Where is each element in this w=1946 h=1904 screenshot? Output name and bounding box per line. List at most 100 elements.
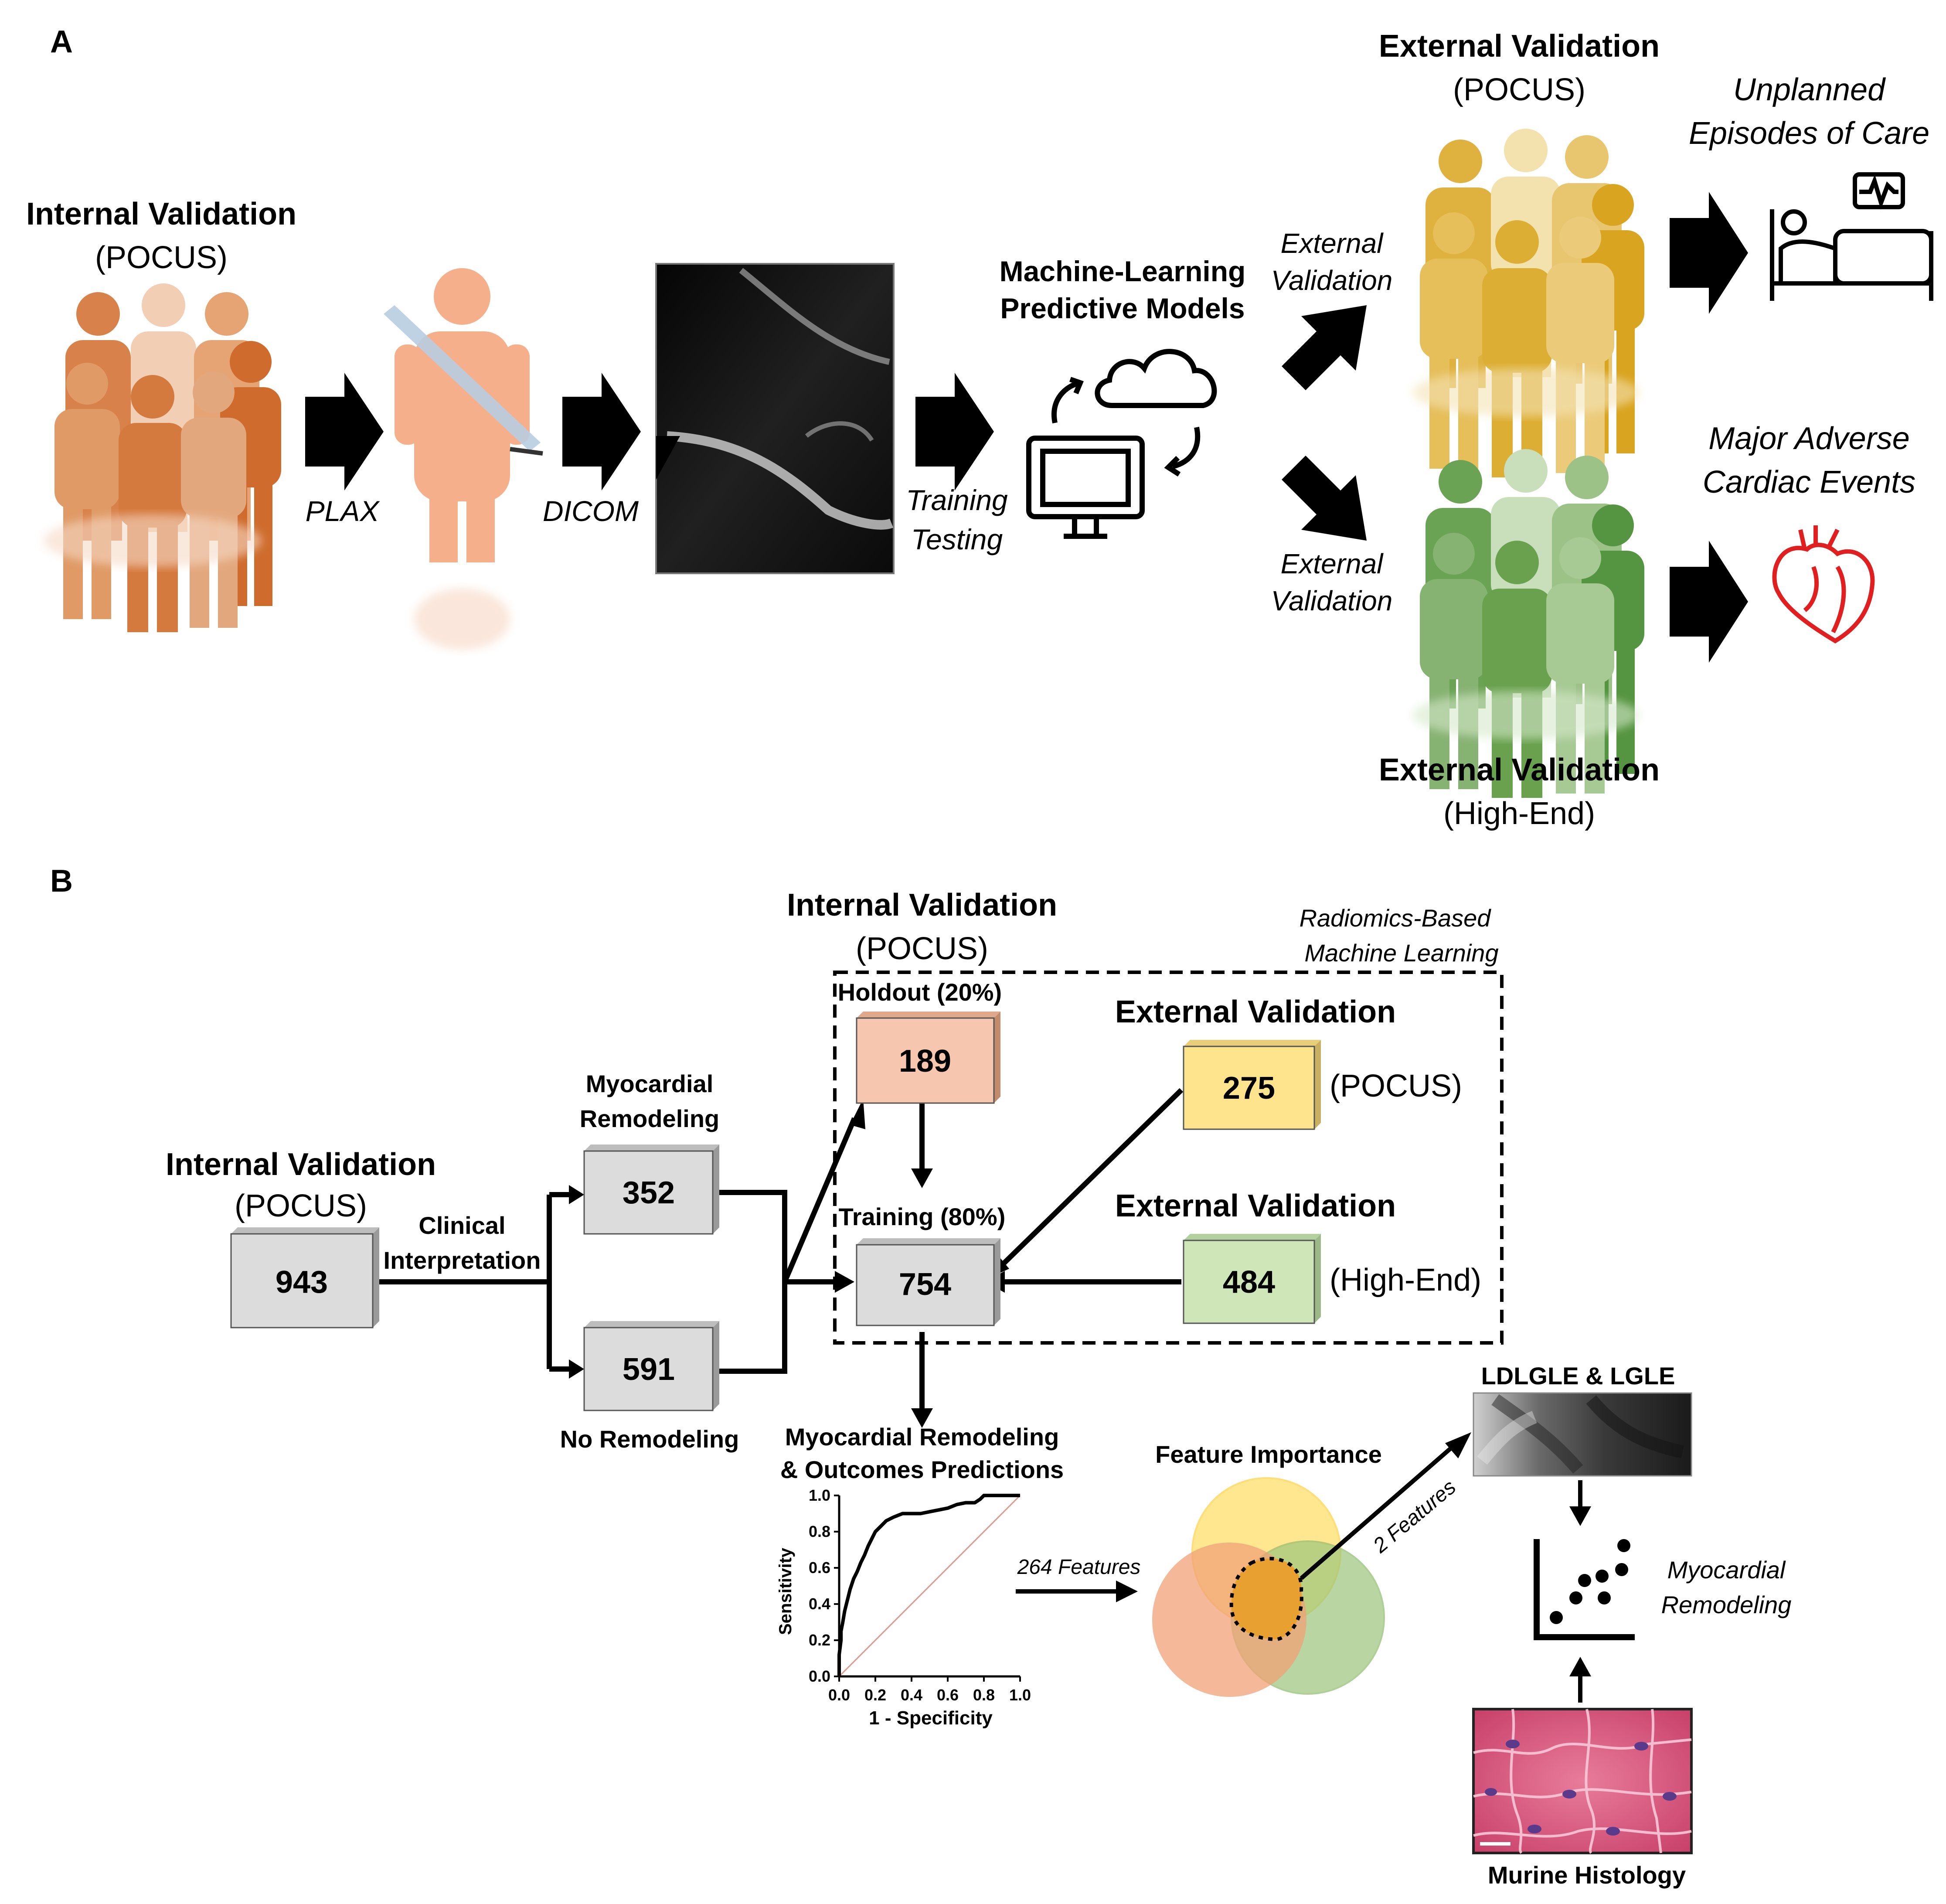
box-943: 943 — [230, 1227, 379, 1328]
clinical-label-1: Clinical — [418, 1212, 505, 1239]
roc-y-tick-label: 1.0 — [809, 1486, 830, 1504]
ultrasound-image — [655, 263, 895, 574]
outcome1-line2: Episodes of Care — [1689, 116, 1929, 151]
ext-high-title: External Validation — [1379, 753, 1660, 787]
panel-letter-a: A — [50, 24, 73, 59]
training-label: Training — [906, 484, 1008, 516]
b-top-internal-sub: (POCUS) — [856, 931, 988, 966]
ext-pocus-title: External Validation — [1379, 29, 1660, 64]
features-2-label: 2 Features — [1368, 1475, 1460, 1558]
roc-x-tick-label: 1.0 — [1009, 1686, 1031, 1704]
roc-y-tick-label: 0.0 — [809, 1667, 830, 1685]
radiomics-dashed-box — [833, 971, 1504, 1345]
arrow-down-right-icon — [1282, 456, 1367, 541]
histology-label: Murine Histology — [1488, 1861, 1686, 1889]
roc-x-tick-label: 0.6 — [937, 1686, 959, 1704]
arrow-plax-icon — [305, 373, 384, 490]
box-352: 352 — [583, 1144, 719, 1235]
n-ext-pocus: 275 — [1223, 1071, 1275, 1106]
clinical-label-2: Interpretation — [384, 1247, 541, 1274]
remodel-label-2: Remodeling — [580, 1105, 719, 1132]
ldlgle-label: LDLGLE & LGLE — [1481, 1362, 1675, 1390]
roc-y-tick-label: 0.8 — [809, 1523, 830, 1540]
roc-x-tick-label: 0.2 — [864, 1686, 886, 1704]
b-internal-title: Internal Validation — [166, 1147, 436, 1182]
external-pocus-crowd-icon — [1412, 129, 1644, 477]
ml-models-title-2: Predictive Models — [1000, 292, 1245, 324]
connectors-b — [379, 1088, 1184, 1408]
hospital-bed-icon — [1770, 172, 1933, 301]
arrow-outcome1-icon — [1670, 192, 1748, 314]
ext-high-tag: (High-End) — [1330, 1263, 1481, 1298]
n-holdout: 189 — [899, 1044, 951, 1079]
outcome2-line1: Major Adverse — [1708, 421, 1910, 456]
ext-arrow-top-label-2: Validation — [1271, 265, 1393, 296]
n-remodel: 352 — [623, 1175, 675, 1210]
ext-title-1: External Validation — [1115, 995, 1396, 1029]
arrow-264-head — [1116, 1580, 1138, 1602]
n-ext-high: 484 — [1223, 1265, 1275, 1300]
ext-title-2: External Validation — [1115, 1189, 1396, 1223]
roc-x-tick-label: 0.0 — [828, 1686, 850, 1704]
roc-chart: Sensitivity 1 - Specificity 0.0 0.2 0.4 0.6… — [776, 1486, 1031, 1729]
b-internal-sub: (POCUS) — [235, 1189, 367, 1223]
pred-label-2: & Outcomes Predictions — [780, 1456, 1064, 1483]
roc-x-tick-label: 0.8 — [973, 1686, 995, 1704]
roc-reference-line — [838, 1495, 1021, 1677]
ml-models-title-1: Machine-Learning — [1000, 255, 1246, 287]
patient-probe-icon — [384, 268, 543, 650]
heart-icon — [1772, 525, 1875, 644]
ldlgle-texture-image — [1473, 1392, 1692, 1477]
feature-importance-label: Feature Importance — [1155, 1441, 1382, 1468]
arrow-up-right-icon — [1282, 305, 1367, 390]
no-remodel-label: No Remodeling — [560, 1425, 739, 1453]
n-no-remodel: 591 — [623, 1352, 675, 1387]
n-total: 943 — [276, 1265, 328, 1300]
n-training: 754 — [899, 1267, 951, 1302]
arrow-2features-line — [1300, 1446, 1453, 1580]
pred-label-1: Myocardial Remodeling — [785, 1423, 1059, 1451]
arrow-down-ldl-head — [1569, 1506, 1591, 1526]
roc-curve — [837, 1494, 1020, 1676]
outcome1-line1: Unplanned — [1733, 72, 1886, 107]
roc-y-tick-label: 0.6 — [809, 1559, 830, 1577]
ext-arrow-bot-label-2: Validation — [1271, 585, 1393, 617]
arrow-up-histo-head — [1569, 1657, 1591, 1676]
box-484: 484 — [1183, 1234, 1321, 1324]
computer-cloud-icon — [1026, 349, 1217, 539]
features-264-label: 264 Features — [1017, 1556, 1141, 1579]
box-591: 591 — [583, 1321, 719, 1411]
dicom-label: DICOM — [543, 495, 639, 527]
scatter-plot-icon — [1534, 1539, 1635, 1640]
radiomics-label-2: Machine Learning — [1304, 939, 1498, 967]
panel-letter-b: B — [50, 864, 73, 899]
roc-y-tick-label: 0.2 — [809, 1631, 830, 1649]
roc-ylabel: Sensitivity — [776, 1547, 795, 1635]
ext-arrow-top-label-1: External — [1281, 228, 1384, 259]
external-highend-crowd-icon — [1412, 449, 1644, 798]
outcome2-line2: Cardiac Events — [1703, 465, 1915, 500]
internal-validation-sub: (POCUS) — [95, 240, 228, 275]
roc-x-tick-label: 0.4 — [901, 1686, 922, 1704]
box-275: 275 — [1183, 1040, 1321, 1130]
arrow-training-icon — [915, 373, 994, 490]
remodel-label-1: Myocardial — [586, 1070, 714, 1097]
ext-arrow-bot-label-1: External — [1281, 548, 1384, 579]
testing-label: Testing — [911, 523, 1003, 555]
radiomics-label-1: Radiomics-Based — [1300, 904, 1492, 932]
myo-label-1: Myocardial — [1667, 1556, 1786, 1584]
internal-crowd-icon — [44, 283, 281, 632]
training-pct-label: Training (80%) — [839, 1203, 1006, 1230]
ext-pocus-tag: (POCUS) — [1330, 1069, 1462, 1104]
box-189: 189 — [856, 1012, 1000, 1104]
ext-pocus-sub: (POCUS) — [1453, 72, 1585, 107]
roc-xlabel: 1 - Specificity — [869, 1707, 993, 1729]
arrow-2features-head — [1445, 1432, 1471, 1458]
internal-validation-title: Internal Validation — [26, 197, 296, 232]
arrow-outcome2-icon — [1670, 541, 1748, 663]
histology-image — [1472, 1708, 1693, 1854]
arrow-dicom-icon — [562, 373, 641, 490]
roc-y-tick-label: 0.4 — [809, 1595, 830, 1613]
holdout-label: Holdout (20%) — [838, 978, 1002, 1006]
venn-intersection-outline — [1229, 1557, 1303, 1642]
